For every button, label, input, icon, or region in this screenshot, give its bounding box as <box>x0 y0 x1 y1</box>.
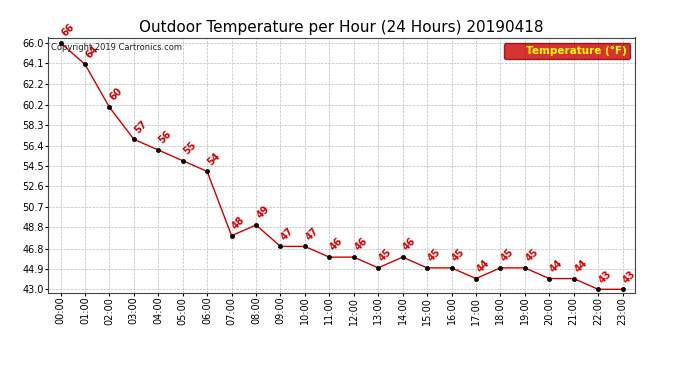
Text: 56: 56 <box>157 129 174 146</box>
Text: 45: 45 <box>377 247 393 264</box>
Text: 55: 55 <box>181 140 198 156</box>
Text: 45: 45 <box>499 247 516 264</box>
Text: 44: 44 <box>573 258 589 274</box>
Text: 44: 44 <box>548 258 564 274</box>
Text: 60: 60 <box>108 86 125 103</box>
Text: 45: 45 <box>524 247 540 264</box>
Text: 43: 43 <box>597 268 613 285</box>
Text: Copyright 2019 Cartronics.com: Copyright 2019 Cartronics.com <box>51 43 182 52</box>
Legend: Temperature (°F): Temperature (°F) <box>504 43 629 59</box>
Text: 64: 64 <box>83 44 100 60</box>
Text: 46: 46 <box>402 236 418 253</box>
Text: 46: 46 <box>353 236 369 253</box>
Text: 54: 54 <box>206 150 223 167</box>
Text: 49: 49 <box>255 204 271 221</box>
Text: 45: 45 <box>426 247 442 264</box>
Text: 47: 47 <box>279 225 296 242</box>
Text: 57: 57 <box>132 118 149 135</box>
Text: 48: 48 <box>230 215 247 231</box>
Text: 46: 46 <box>328 236 345 253</box>
Text: 47: 47 <box>304 225 320 242</box>
Text: 66: 66 <box>59 22 76 39</box>
Text: 43: 43 <box>622 268 638 285</box>
Text: 45: 45 <box>451 247 467 264</box>
Text: 44: 44 <box>475 258 491 274</box>
Title: Outdoor Temperature per Hour (24 Hours) 20190418: Outdoor Temperature per Hour (24 Hours) … <box>139 20 544 35</box>
